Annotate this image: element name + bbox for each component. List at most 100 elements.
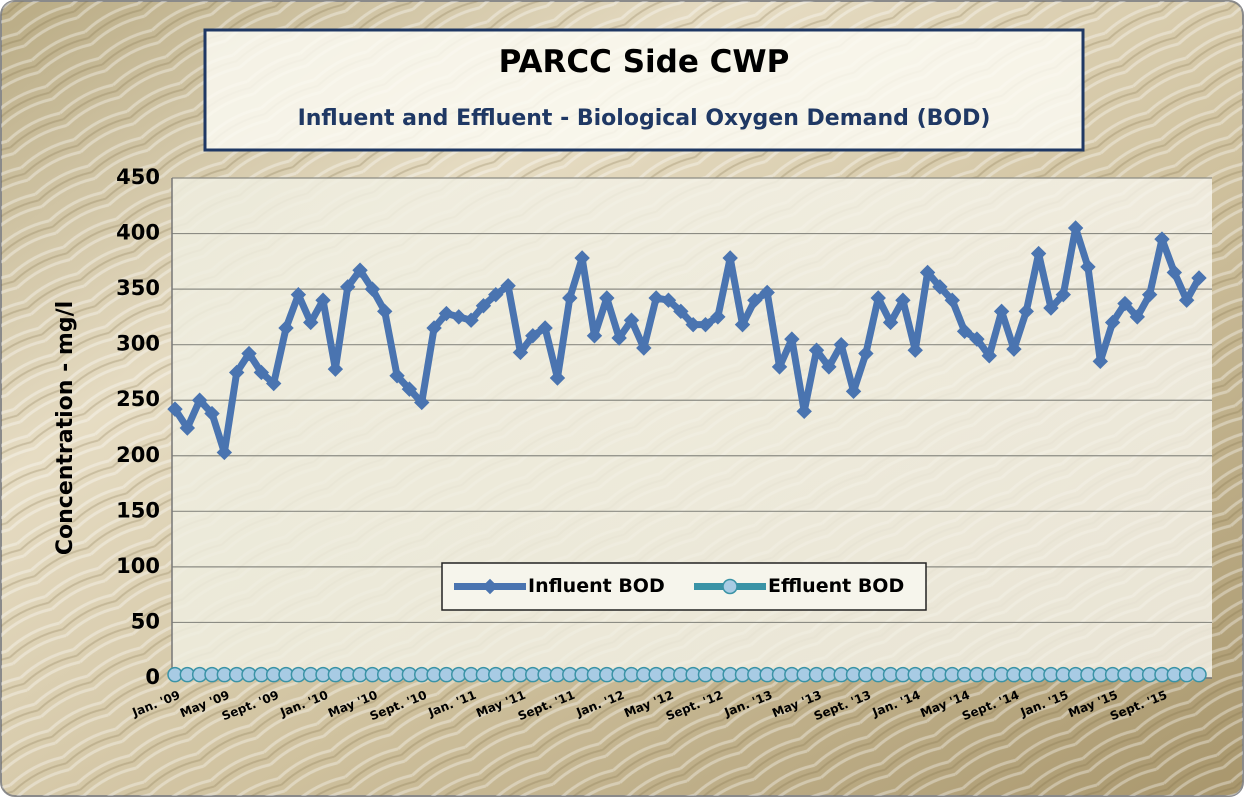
y-tick-label: 150 bbox=[116, 498, 160, 522]
data-point bbox=[586, 328, 603, 344]
data-point bbox=[648, 290, 664, 306]
data-point bbox=[241, 345, 257, 362]
data-point bbox=[438, 305, 455, 322]
y-tick-label: 100 bbox=[116, 554, 160, 578]
data-point bbox=[537, 320, 553, 336]
data-point bbox=[1191, 270, 1207, 286]
data-point bbox=[1030, 245, 1047, 262]
y-tick-label: 50 bbox=[131, 609, 160, 633]
chart-title: PARCC Side CWP bbox=[499, 44, 790, 80]
y-tick-label: 0 bbox=[145, 665, 160, 689]
data-point bbox=[981, 348, 997, 364]
legend-marker bbox=[482, 578, 498, 595]
legend-label: Effluent BOD bbox=[768, 575, 904, 597]
data-point bbox=[525, 328, 541, 344]
data-point bbox=[1117, 295, 1133, 312]
data-point bbox=[167, 401, 183, 417]
data-point bbox=[253, 364, 270, 381]
data-point bbox=[611, 330, 627, 346]
data-point bbox=[512, 344, 529, 361]
legend-label: Influent BOD bbox=[528, 575, 665, 597]
y-tick-label: 400 bbox=[116, 221, 160, 245]
data-point bbox=[1104, 314, 1121, 331]
data-point bbox=[574, 250, 590, 266]
chart-subtitle: Influent and Effluent - Biological Oxyge… bbox=[298, 106, 991, 131]
data-point bbox=[599, 290, 615, 306]
data-point bbox=[1166, 264, 1183, 281]
data-point bbox=[796, 403, 812, 420]
data-point bbox=[956, 323, 973, 340]
data-point bbox=[401, 381, 418, 397]
data-point bbox=[1018, 303, 1034, 320]
data-point bbox=[870, 290, 886, 306]
legend-marker bbox=[722, 578, 738, 595]
data-point bbox=[352, 262, 368, 278]
data-point bbox=[1191, 666, 1207, 683]
data-point bbox=[685, 316, 701, 333]
y-tick-label: 350 bbox=[116, 276, 160, 300]
data-point bbox=[623, 312, 640, 328]
data-point bbox=[821, 359, 837, 375]
data-point bbox=[858, 345, 874, 362]
data-point bbox=[734, 316, 751, 333]
data-point bbox=[636, 340, 652, 356]
data-point bbox=[340, 279, 356, 295]
title-box bbox=[203, 28, 1085, 152]
data-point bbox=[389, 368, 405, 384]
data-point bbox=[315, 292, 331, 308]
data-point bbox=[1067, 220, 1084, 236]
data-point bbox=[426, 320, 442, 336]
data-point bbox=[759, 284, 775, 301]
data-point bbox=[414, 394, 430, 411]
data-point bbox=[1006, 341, 1022, 357]
y-tick-label: 200 bbox=[116, 443, 160, 467]
data-point bbox=[833, 336, 849, 353]
data-point bbox=[882, 314, 899, 331]
y-axis-label: Concentration - mg/l bbox=[53, 301, 78, 555]
data-point bbox=[1141, 286, 1158, 303]
data-point bbox=[488, 286, 504, 303]
data-point bbox=[290, 286, 307, 303]
data-point bbox=[364, 281, 381, 297]
data-point bbox=[1055, 286, 1071, 303]
data-point bbox=[475, 298, 492, 314]
data-point bbox=[451, 309, 467, 325]
data-point bbox=[500, 278, 516, 294]
series-line bbox=[172, 224, 1203, 456]
data-point bbox=[784, 331, 800, 347]
data-point bbox=[463, 312, 479, 328]
data-point bbox=[1154, 231, 1170, 247]
data-point bbox=[1092, 353, 1109, 370]
data-point bbox=[907, 342, 923, 358]
data-point bbox=[1129, 309, 1146, 325]
data-point bbox=[697, 316, 714, 333]
data-point bbox=[377, 303, 393, 320]
y-tick-label: 450 bbox=[116, 165, 160, 189]
data-point bbox=[1080, 259, 1096, 275]
data-point bbox=[895, 292, 911, 308]
data-point bbox=[673, 303, 689, 320]
data-point bbox=[845, 383, 862, 400]
data-point bbox=[710, 309, 726, 325]
data-point bbox=[944, 292, 960, 308]
data-point bbox=[278, 320, 294, 336]
data-point bbox=[771, 359, 788, 375]
data-point bbox=[179, 420, 196, 436]
data-point bbox=[327, 361, 344, 377]
data-point bbox=[303, 314, 319, 331]
data-point bbox=[549, 370, 566, 386]
data-point bbox=[747, 292, 763, 308]
data-point bbox=[1043, 300, 1059, 316]
data-point bbox=[228, 364, 245, 381]
data-point bbox=[204, 405, 220, 422]
data-point bbox=[191, 392, 208, 408]
data-point bbox=[1178, 292, 1195, 308]
y-tick-label: 300 bbox=[116, 332, 160, 356]
data-point bbox=[562, 290, 578, 306]
data-point bbox=[993, 303, 1010, 320]
data-point bbox=[265, 375, 282, 392]
data-point bbox=[660, 292, 677, 308]
data-point bbox=[969, 331, 985, 347]
